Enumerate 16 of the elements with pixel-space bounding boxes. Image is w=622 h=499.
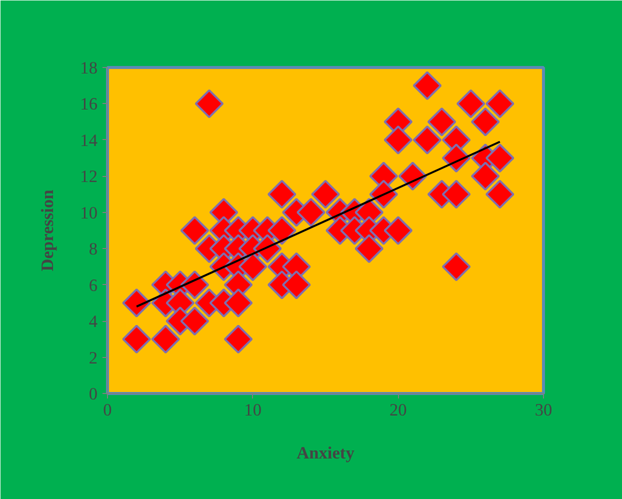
- y-tick-label: 6: [88, 276, 98, 295]
- x-tick-label: 10: [244, 400, 262, 420]
- x-tick-label: 30: [534, 400, 552, 420]
- y-tick-label: 12: [80, 167, 98, 186]
- y-tick-label: 10: [80, 203, 98, 222]
- x-tick-label: 20: [390, 400, 407, 420]
- y-tick-label: 18: [80, 58, 98, 78]
- y-tick-label: 0: [88, 384, 98, 404]
- y-tick-label: 8: [88, 240, 98, 259]
- y-tick-label: 16: [80, 94, 98, 114]
- y-axis-title: Depression: [38, 189, 58, 272]
- y-tick-label: 2: [88, 348, 98, 368]
- x-axis-title: Anxiety: [296, 444, 355, 462]
- y-tick-label: 14: [80, 130, 98, 150]
- y-tick-label: 4: [88, 312, 98, 332]
- x-tick-label: 0: [103, 400, 112, 420]
